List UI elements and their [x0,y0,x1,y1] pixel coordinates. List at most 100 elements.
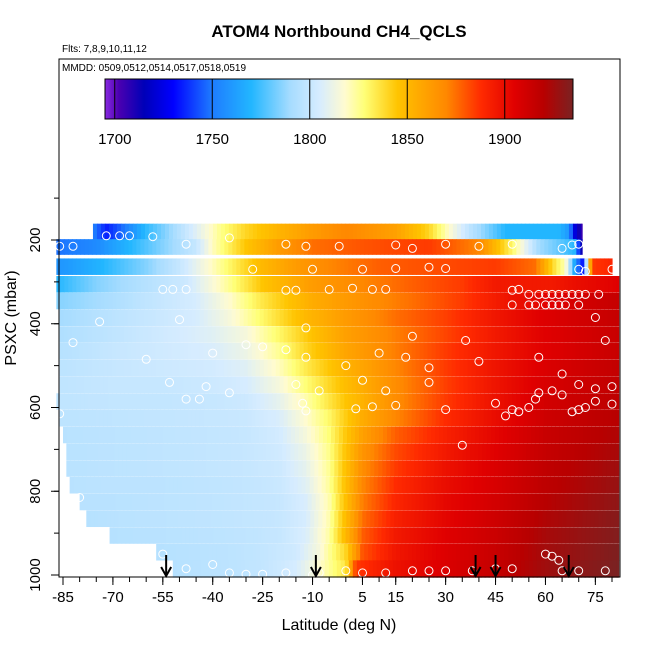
heat-cell-3-127 [564,276,569,293]
heat-cell-9-56 [283,376,289,394]
heat-cell-20-60 [412,560,418,578]
heat-cell-15-58 [301,477,307,494]
heat-cell-9-113 [511,376,517,394]
heat-cell-0-1 [96,223,102,241]
heat-cell-11-25 [159,410,165,427]
heat-cell-13-34 [202,443,207,461]
heat-cell-16-12 [127,493,133,511]
sample-point-30 [181,284,191,294]
heat-cell-0-30 [212,223,218,241]
heat-cell-13-7 [94,443,99,461]
heat-cell-17-99 [482,510,487,528]
heat-cell-7-136 [603,343,609,360]
heat-cell-19-112 [604,544,609,561]
heat-cell-7-125 [559,343,565,360]
heat-cell-17-54 [302,510,307,528]
heat-cell-17-20 [166,510,171,528]
heat-cell-2-2 [64,258,69,275]
heat-cell-12-48 [255,426,260,444]
heat-cell-1-54 [272,239,277,255]
heat-cell-20-31 [296,560,302,578]
heat-cell-18-94 [485,527,491,544]
heat-cell-19-4 [172,544,177,561]
heat-cell-8-68 [331,359,337,377]
heat-cell-1-66 [320,239,325,255]
heat-cell-4-55 [276,292,281,310]
heat-cell-7-23 [151,343,157,360]
heat-cell-16-35 [219,493,225,511]
heat-cell-20-101 [576,560,582,578]
heat-cell-6-16 [123,326,129,343]
heat-cell-15-111 [513,477,519,494]
sample-point-15 [507,239,517,249]
heat-cell-14-11 [110,460,115,477]
heat-cell-0-64 [348,223,354,241]
heat-cell-5-47 [247,309,253,327]
heat-cell-6-13 [111,326,117,343]
heat-cell-12-18 [135,426,140,444]
heat-cell-20-55 [392,560,398,578]
heat-cell-16-76 [383,493,389,511]
heat-cell-15-113 [521,477,527,494]
heat-cell-7-105 [479,343,485,360]
heat-cell-17-5 [106,510,111,528]
heat-cell-14-40 [226,460,231,477]
heat-cell-2-46 [240,258,245,275]
heat-cell-15-34 [205,477,211,494]
heat-cell-20-62 [420,560,426,578]
heat-cell-9-64 [315,376,321,394]
heat-cell-8-104 [475,359,481,377]
x-tick-label: -25 [252,589,274,606]
heat-cell-15-97 [457,477,463,494]
heat-cell-2-57 [284,258,289,275]
heat-cell-13-36 [210,443,215,461]
heat-cell-7-79 [375,343,381,360]
heat-cell-19-107 [584,544,589,561]
heat-cell-9-100 [459,376,465,394]
heat-cell-5-88 [411,309,417,327]
heat-cell-12-27 [171,426,176,444]
heat-cell-8-1 [63,359,69,377]
heat-cell-12-65 [323,426,328,444]
heat-cell-3-112 [504,276,509,293]
heat-cell-12-50 [263,426,268,444]
heat-cell-3-27 [164,276,169,293]
sample-point-20 [308,264,317,274]
heat-cell-19-5 [176,544,181,561]
heat-cell-6-138 [611,326,617,343]
heat-cell-15-16 [133,477,139,494]
heat-cell-16-85 [419,493,425,511]
heat-cell-6-97 [447,326,453,343]
heat-cell-2-43 [228,258,233,275]
heat-cell-13-116 [530,443,535,461]
heat-cell-20-22 [260,560,266,578]
heat-cell-6-62 [307,326,313,343]
heat-cell-7-9 [95,343,101,360]
heat-cell-17-39 [242,510,247,528]
heat-cell-3-21 [140,276,145,293]
heat-cell-13-114 [522,443,527,461]
heat-cell-12-40 [223,426,228,444]
heat-cell-4-50 [256,292,261,310]
heat-cell-5-39 [215,309,221,327]
heat-cell-0-109 [528,223,534,241]
heat-cell-16-0 [79,493,85,511]
sample-point-123 [341,566,351,576]
heat-cell-5-14 [115,309,121,327]
heat-cell-4-13 [108,292,113,310]
heat-cell-8-57 [287,359,293,377]
heat-cell-7-69 [335,343,341,360]
heat-cell-13-32 [194,443,199,461]
heat-cell-8-98 [451,359,457,377]
heat-cell-13-3 [78,443,83,461]
heat-cell-12-7 [91,426,96,444]
heat-cell-2-15 [116,258,121,275]
heat-cell-4-97 [444,292,449,310]
heat-cell-10-86 [400,393,405,410]
heat-cell-4-114 [512,292,517,310]
heat-cell-2-88 [408,258,413,275]
heat-cell-1-22 [144,239,149,255]
heat-cell-3-47 [244,276,249,293]
heat-cell-13-80 [386,443,391,461]
heat-cell-19-16 [220,544,225,561]
